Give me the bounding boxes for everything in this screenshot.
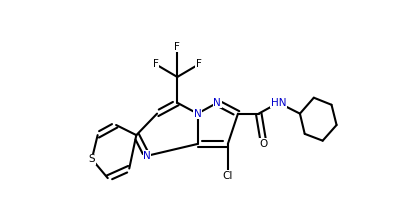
Text: N: N bbox=[213, 98, 221, 108]
Text: N: N bbox=[143, 151, 151, 161]
Text: N: N bbox=[194, 109, 201, 119]
Text: F: F bbox=[196, 59, 202, 69]
Text: F: F bbox=[153, 59, 159, 69]
Text: O: O bbox=[260, 139, 268, 149]
Text: F: F bbox=[174, 42, 180, 52]
Text: Cl: Cl bbox=[223, 170, 233, 181]
Text: HN: HN bbox=[271, 98, 286, 108]
Text: S: S bbox=[88, 154, 95, 164]
